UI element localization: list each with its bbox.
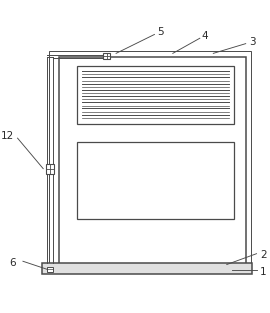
Bar <box>59 57 246 264</box>
Bar <box>77 142 234 218</box>
Text: 12: 12 <box>1 131 14 141</box>
Text: 3: 3 <box>249 37 256 47</box>
Text: 5: 5 <box>157 27 164 37</box>
Bar <box>77 66 234 124</box>
Text: 1: 1 <box>260 267 266 277</box>
Bar <box>42 263 252 274</box>
Text: 6: 6 <box>9 258 15 268</box>
Bar <box>49 51 251 264</box>
Bar <box>103 53 110 59</box>
Bar <box>46 267 53 272</box>
Bar <box>46 163 54 174</box>
Text: 2: 2 <box>260 250 266 260</box>
Text: 4: 4 <box>202 31 208 41</box>
